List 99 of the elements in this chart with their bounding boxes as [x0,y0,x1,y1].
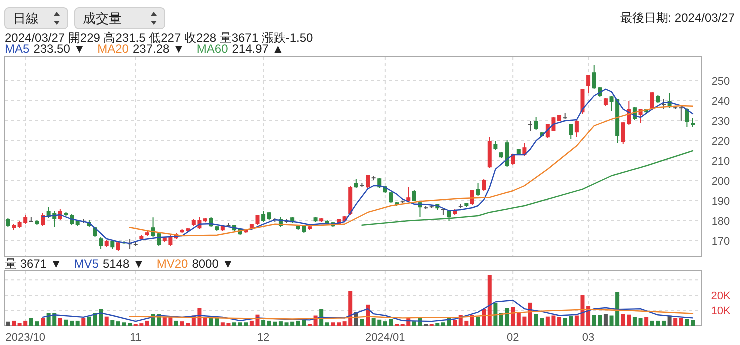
bar [691,320,696,326]
line-series [42,88,694,244]
bar [685,319,690,326]
candlestick [569,124,574,140]
text: 2024/03/27 開229 高231.5 低227 收228 量3671 漲跌-1.50 [5,31,314,45]
candlestick [482,178,486,192]
y-tick-label: 190 [712,196,730,208]
bar [58,318,62,326]
candlestick [528,120,533,132]
y-tick-label: 180 [712,216,730,228]
bar [116,322,120,326]
y-tick-label: 210 [712,156,730,168]
bar [204,318,208,326]
candlestick [41,212,46,226]
bar [476,316,480,326]
line-series [42,300,694,322]
line-series [129,105,694,237]
bar [360,319,364,326]
bar [12,320,16,326]
bar [505,308,510,326]
bar [278,322,283,326]
text: 成交量 [83,11,122,26]
bar [511,307,516,326]
bar [76,320,80,326]
annotation: 量 3671 ▼ [5,257,62,271]
candlestick [580,88,585,114]
bar [494,303,498,326]
text: MA20 [98,42,130,56]
y-tick-label: 230 [712,116,730,128]
bar [110,320,115,326]
bar [336,322,341,326]
y-tick-label: 240 [712,96,730,108]
bar [644,317,649,326]
candlestick [389,192,394,204]
y-tick-label: 170 [712,236,730,248]
candlestick [447,210,452,222]
candlestick [256,214,260,226]
chart-title: 最後日期: 2024/03/27 [620,11,736,25]
x-tick-label: 12 [257,332,270,344]
line-series [129,309,694,320]
candlestick [662,98,666,110]
candlestick [534,116,538,130]
text: 214.97 ▲ [232,42,284,56]
x-tick-label: 03 [582,332,595,344]
line-series [362,150,694,226]
candlestick [262,210,266,222]
candlestick [470,190,474,206]
candlestick [93,226,98,238]
text: 日線 [13,11,39,26]
candlestick [679,104,684,122]
bar [104,316,109,326]
bar [6,322,10,326]
annotation: 8000 ▼ [192,257,234,271]
x-tick-label: 02 [506,332,520,344]
bar [632,317,637,326]
bar [64,320,68,326]
candlestick [406,186,411,202]
y-tick-label: 200 [712,176,730,188]
y-tick-label: 250 [712,76,730,88]
y-tick-label: 220 [712,136,730,148]
bar [262,320,266,326]
y-tick-label: 10K [711,306,732,318]
text: MV5 [74,257,100,271]
bar [232,322,237,326]
x-tick-label: 2024/01 [366,332,406,344]
y-tick-label: 20K [711,290,732,302]
candlestick [586,74,591,94]
text: MA5 [5,42,30,56]
x-tick-label: 11 [130,332,142,344]
bar [679,318,684,326]
bar [331,322,336,326]
bar [662,320,666,326]
bar [99,309,104,326]
bar [174,320,178,326]
bar [453,320,458,326]
bar [558,317,562,326]
bar [145,320,150,326]
text: MA60 [196,42,229,56]
bar [325,322,330,326]
bar [674,318,678,326]
bar [436,323,440,326]
bar [70,320,74,326]
bar [499,313,504,326]
candlestick [685,108,690,128]
x-tick-label: 2023/10 [6,332,46,344]
bar [41,318,46,326]
candlestick [476,182,480,196]
candlestick [505,140,510,168]
bar [638,318,643,326]
bar [82,318,86,326]
text: MV20 [156,257,189,271]
candlestick [574,120,579,138]
candlestick [366,174,370,188]
bar [441,322,446,326]
candlestick [99,236,104,250]
annotation: 5148 ▼ [102,257,145,271]
bar [488,275,492,326]
candlestick [412,190,416,202]
bar [604,314,608,326]
